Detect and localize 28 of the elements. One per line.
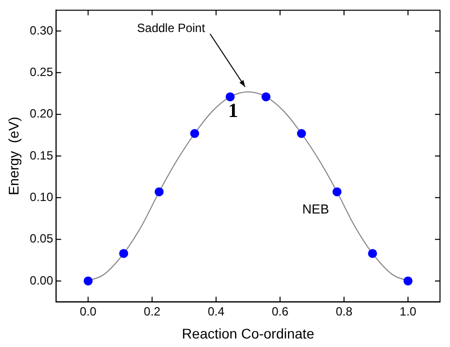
series-label: NEB xyxy=(302,201,329,216)
x-tick-label: 0.6 xyxy=(272,304,289,318)
y-tick-label: 0.30 xyxy=(30,23,54,38)
x-tick-label: 0.8 xyxy=(336,304,353,318)
y-tick-label: 0.15 xyxy=(30,148,54,162)
y-axis-title: Energy (eV) xyxy=(5,116,22,196)
point xyxy=(296,129,306,138)
point xyxy=(190,129,200,138)
annotation: 1 xyxy=(228,100,238,122)
y-tick-label: 0.20 xyxy=(30,106,54,121)
x-axis-title: Reaction Co-ordinate xyxy=(182,325,314,342)
annotation: Saddle Point xyxy=(137,21,206,36)
point xyxy=(119,248,128,258)
point xyxy=(332,187,342,196)
x-tick-label: 0.0 xyxy=(80,304,97,318)
point xyxy=(261,92,270,102)
point xyxy=(84,276,93,286)
y-tick-label: 0.00 xyxy=(30,273,54,288)
y-tick-label: 0.10 xyxy=(30,190,54,204)
point xyxy=(226,92,235,102)
point xyxy=(368,248,378,258)
point xyxy=(404,276,413,286)
x-tick-label: 0.4 xyxy=(208,304,225,318)
y-tick-label: 0.05 xyxy=(30,232,54,246)
x-tick-label: 0.2 xyxy=(144,304,161,318)
y-tick-label: 0.25 xyxy=(30,65,54,79)
x-tick-label: 1.0 xyxy=(400,304,417,318)
point xyxy=(154,187,164,196)
